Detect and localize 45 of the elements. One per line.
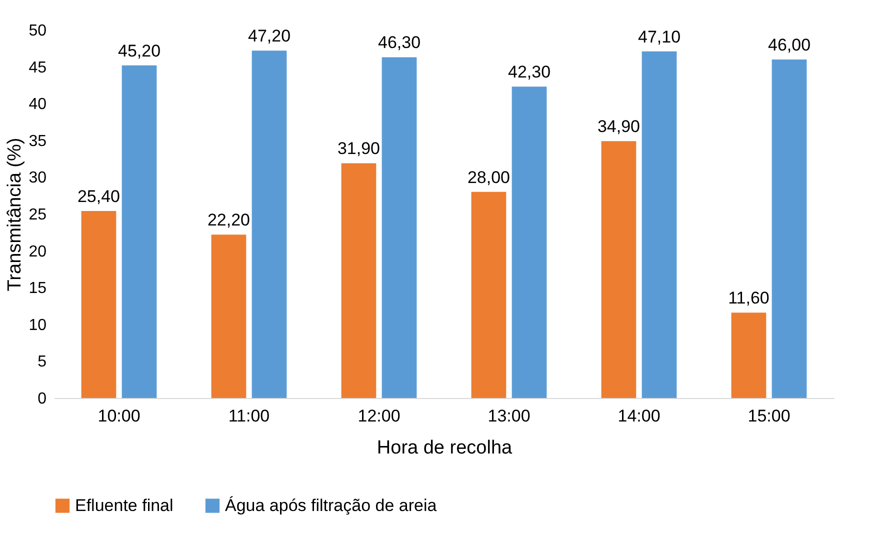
y-tick-label: 5	[38, 354, 47, 371]
y-tick-label: 45	[28, 59, 47, 76]
bar	[252, 50, 287, 398]
x-tick-label: 14:00	[618, 406, 660, 426]
x-tick-label: 15:00	[748, 406, 790, 426]
bar	[772, 59, 807, 398]
data-label: 34,90	[597, 117, 640, 136]
bar	[512, 86, 547, 398]
bar	[382, 57, 417, 398]
y-tick-label: 15	[28, 280, 47, 298]
data-label: 47,10	[638, 27, 681, 46]
legend-label: Efluente final	[75, 496, 174, 515]
bar	[122, 65, 157, 398]
x-tick-label: 12:00	[358, 406, 400, 426]
y-tick-label: 40	[28, 96, 47, 114]
bar	[211, 234, 246, 398]
data-label: 47,20	[248, 26, 291, 46]
y-tick-label: 35	[28, 132, 47, 150]
legend-label: Água após filtração de areia	[225, 496, 438, 515]
data-label: 25,40	[77, 187, 120, 206]
data-label: 11,60	[728, 288, 770, 308]
bar	[81, 211, 116, 398]
data-label: 46,00	[768, 35, 811, 54]
bar	[642, 51, 677, 398]
data-label: 45,20	[118, 41, 161, 60]
y-tick-label: 50	[28, 22, 47, 40]
bar	[601, 141, 636, 398]
data-label: 46,30	[378, 33, 421, 52]
y-tick-label: 25	[28, 206, 47, 224]
data-label: 42,30	[508, 62, 551, 82]
x-tick-label: 11:00	[228, 406, 270, 426]
bar	[341, 163, 376, 398]
x-tick-label: 13:00	[488, 406, 530, 426]
x-tick-label: 10:00	[98, 406, 140, 426]
bar	[471, 192, 506, 398]
data-label: 22,20	[207, 210, 250, 230]
y-tick-label: 0	[38, 390, 47, 408]
y-axis-title: Transmitância (%)	[4, 138, 26, 292]
y-tick-label: 30	[28, 170, 47, 187]
y-tick-label: 10	[28, 316, 47, 334]
x-axis-title: Hora de recolha	[376, 438, 513, 458]
y-tick-label: 20	[28, 243, 47, 260]
data-label: 31,90	[337, 139, 380, 158]
data-label: 28,00	[467, 168, 510, 187]
bar	[731, 312, 766, 398]
